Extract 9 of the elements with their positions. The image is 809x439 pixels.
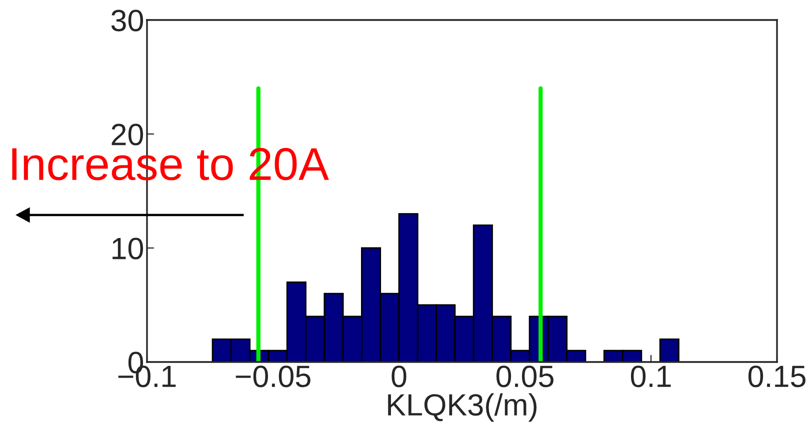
- x-tick-label: 0.15: [748, 366, 806, 388]
- y-tick-label: 30: [111, 10, 144, 32]
- x-tick-label: −0.05: [236, 366, 310, 388]
- x-tick-label: 0: [392, 366, 406, 388]
- x-tick-label: 0.05: [496, 366, 554, 388]
- y-tick-label: 10: [112, 238, 144, 260]
- x-tick-label: 0.1: [630, 366, 671, 388]
- x-axis-title: KLQK3(/m): [388, 393, 537, 422]
- y-tick-label: 20: [112, 124, 144, 146]
